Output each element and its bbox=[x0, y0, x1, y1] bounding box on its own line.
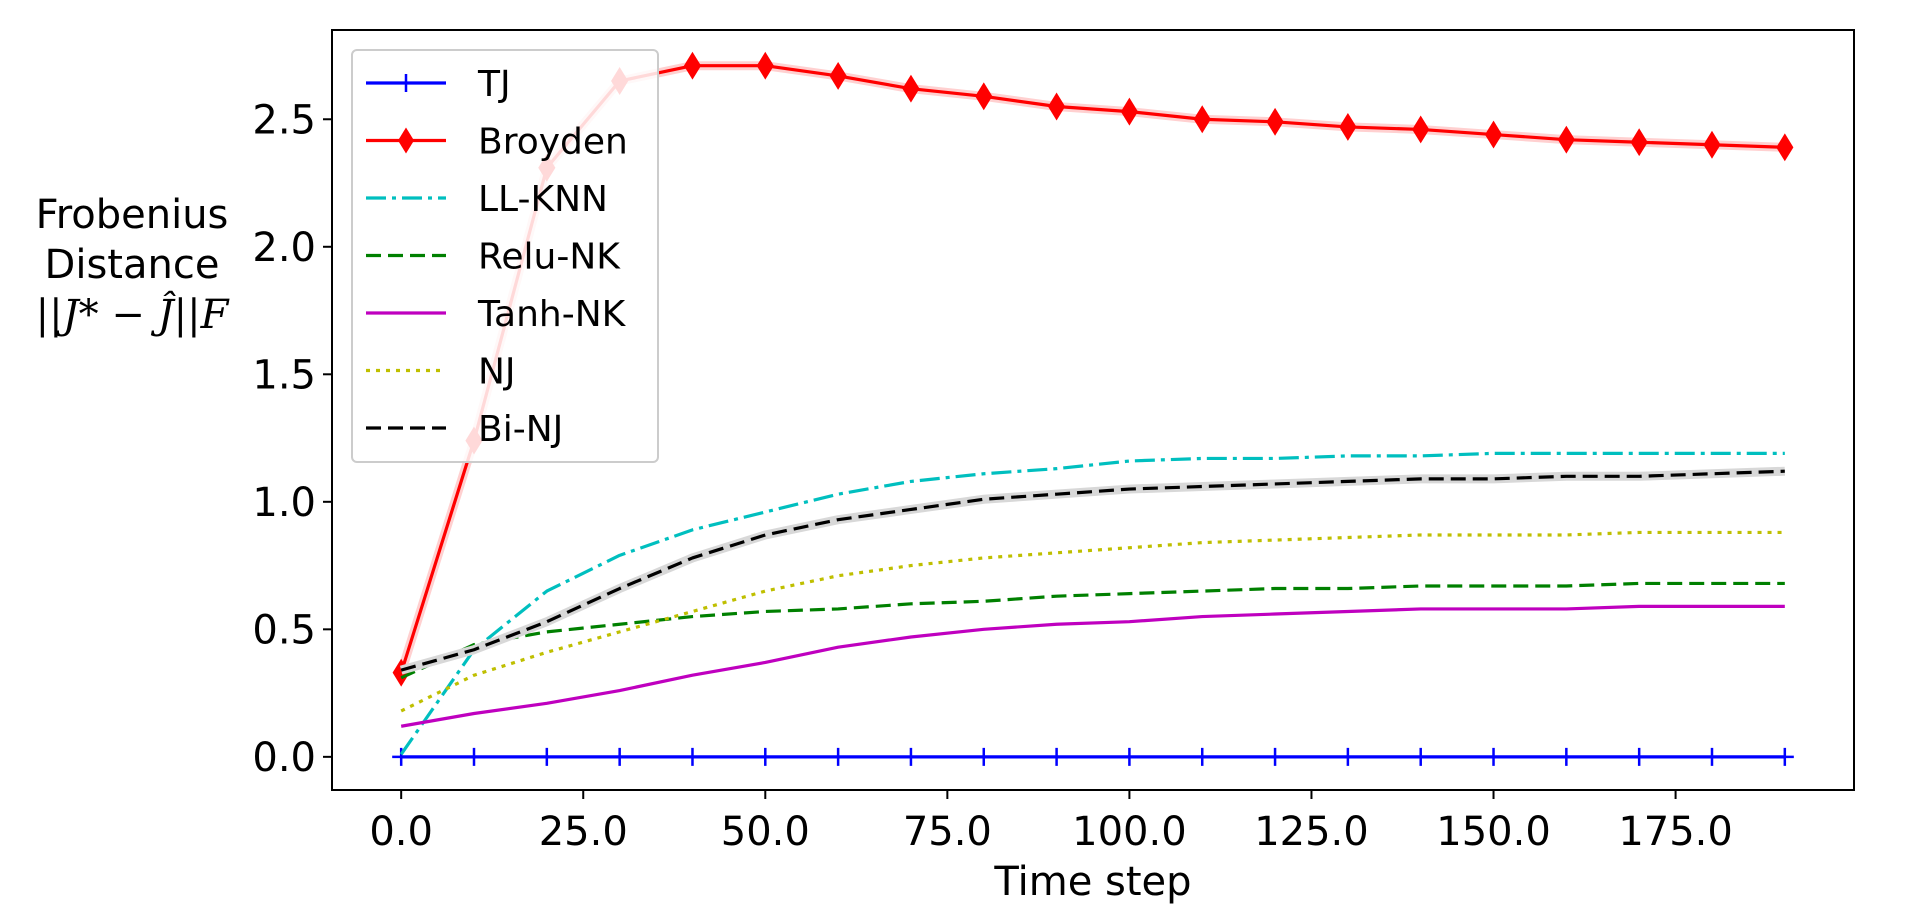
data-point-tj bbox=[974, 747, 993, 766]
legend-item-ll-knn: LL-KNN bbox=[366, 179, 608, 220]
legend-item-tanh-nk: Tanh-NK bbox=[366, 294, 627, 335]
data-point-tj bbox=[1775, 747, 1794, 766]
y-tick-label: 2.0 bbox=[252, 225, 316, 271]
x-tick-label: 25.0 bbox=[539, 809, 628, 855]
data-point-tj bbox=[537, 747, 556, 766]
series-band-bi-nj bbox=[399, 466, 1785, 675]
data-point-tj bbox=[1047, 747, 1066, 766]
legend-label: LL-KNN bbox=[478, 179, 608, 220]
axes-frame bbox=[331, 29, 1855, 791]
x-axis: 0.0 25.0 50.0 75.0 100.0 125.0 150.0 175.0 bbox=[369, 790, 1733, 855]
y-tick-label: 1.0 bbox=[252, 480, 316, 526]
data-point-broyden bbox=[1776, 133, 1794, 162]
series-bi-nj bbox=[399, 466, 1785, 675]
legend-item-tj: TJ bbox=[366, 64, 511, 105]
data-point-broyden bbox=[902, 74, 920, 103]
y-axis: 0.0 0.5 1.0 1.5 2.0 2.5 bbox=[252, 97, 332, 781]
y-tick-label: 0.0 bbox=[252, 735, 316, 781]
series-tanh-nk bbox=[400, 604, 1785, 728]
data-point-broyden bbox=[1048, 92, 1066, 121]
x-tick-label: 0.0 bbox=[369, 809, 433, 855]
data-point-broyden bbox=[1412, 115, 1430, 144]
y-axis-label-line-1: Frobenius bbox=[35, 192, 229, 238]
data-point-tj bbox=[1193, 747, 1212, 766]
data-point-tj bbox=[756, 747, 775, 766]
data-point-tj bbox=[829, 747, 848, 766]
data-point-broyden bbox=[829, 61, 847, 90]
legend-label: NJ bbox=[478, 352, 516, 393]
y-axis-label-line-3: ||J* − Ĵ||F bbox=[35, 292, 229, 338]
data-point-tj bbox=[1557, 747, 1576, 766]
legend-item-broyden: Broyden bbox=[366, 122, 628, 163]
series-line-tanh-nk bbox=[400, 604, 1785, 728]
data-point-broyden bbox=[975, 82, 993, 111]
x-axis-label: Time step bbox=[993, 859, 1191, 905]
series-line-ll-knn bbox=[399, 451, 1785, 756]
y-tick-label: 0.5 bbox=[252, 607, 316, 653]
legend-marker bbox=[398, 127, 414, 154]
x-tick-label: 50.0 bbox=[721, 809, 810, 855]
x-tick-label: 150.0 bbox=[1436, 809, 1551, 855]
data-point-broyden bbox=[1120, 97, 1138, 126]
data-point-broyden bbox=[1630, 128, 1648, 157]
y-tick-label: 2.5 bbox=[252, 97, 316, 143]
y-axis-label-line-2: Distance bbox=[44, 242, 220, 288]
data-point-broyden bbox=[1339, 112, 1357, 141]
data-point-broyden bbox=[1703, 130, 1721, 159]
data-point-tj bbox=[1338, 747, 1357, 766]
series-tj bbox=[392, 747, 1794, 766]
legend-label: TJ bbox=[477, 64, 511, 105]
data-point-tj bbox=[901, 747, 920, 766]
data-point-broyden bbox=[1266, 107, 1284, 136]
x-tick-label: 100.0 bbox=[1072, 809, 1187, 855]
legend-label: Bi-NJ bbox=[478, 409, 563, 450]
legend-label: Tanh-NK bbox=[477, 294, 627, 335]
x-tick-label: 125.0 bbox=[1254, 809, 1369, 855]
legend-item-relu-nk: Relu-NK bbox=[366, 237, 621, 278]
legend-marker bbox=[397, 74, 415, 92]
data-point-tj bbox=[1266, 747, 1285, 766]
data-point-tj bbox=[465, 747, 484, 766]
legend-item-nj: NJ bbox=[366, 352, 516, 393]
legend-box bbox=[351, 49, 659, 463]
y-tick-label: 1.5 bbox=[252, 352, 316, 398]
data-point-tj bbox=[1411, 747, 1430, 766]
series-ll-knn bbox=[399, 451, 1785, 756]
legend-label: Relu-NK bbox=[478, 237, 621, 278]
data-point-tj bbox=[1484, 747, 1503, 766]
data-point-broyden bbox=[1557, 125, 1575, 154]
series-line-bi-nj bbox=[400, 469, 1785, 672]
data-point-broyden bbox=[756, 51, 774, 80]
data-point-tj bbox=[610, 747, 629, 766]
data-point-tj bbox=[392, 747, 411, 766]
data-point-tj bbox=[1120, 747, 1139, 766]
x-tick-label: 175.0 bbox=[1618, 809, 1733, 855]
data-point-tj bbox=[1703, 747, 1721, 766]
legend-item-bi-nj: Bi-NJ bbox=[366, 409, 563, 450]
legend-label: Broyden bbox=[478, 122, 628, 163]
legend: TJ Broyden LL-KNN Relu-NK Tanh-NK NJ Bi-NJ bbox=[351, 49, 659, 463]
data-point-broyden bbox=[1484, 120, 1503, 149]
x-tick-label: 75.0 bbox=[903, 809, 992, 855]
data-point-tj bbox=[683, 747, 702, 766]
data-point-tj bbox=[1630, 747, 1649, 766]
data-point-broyden bbox=[1193, 105, 1211, 134]
data-point-broyden bbox=[683, 51, 702, 80]
y-axis-label: Frobenius Distance ||J* − Ĵ||F bbox=[12, 190, 252, 340]
